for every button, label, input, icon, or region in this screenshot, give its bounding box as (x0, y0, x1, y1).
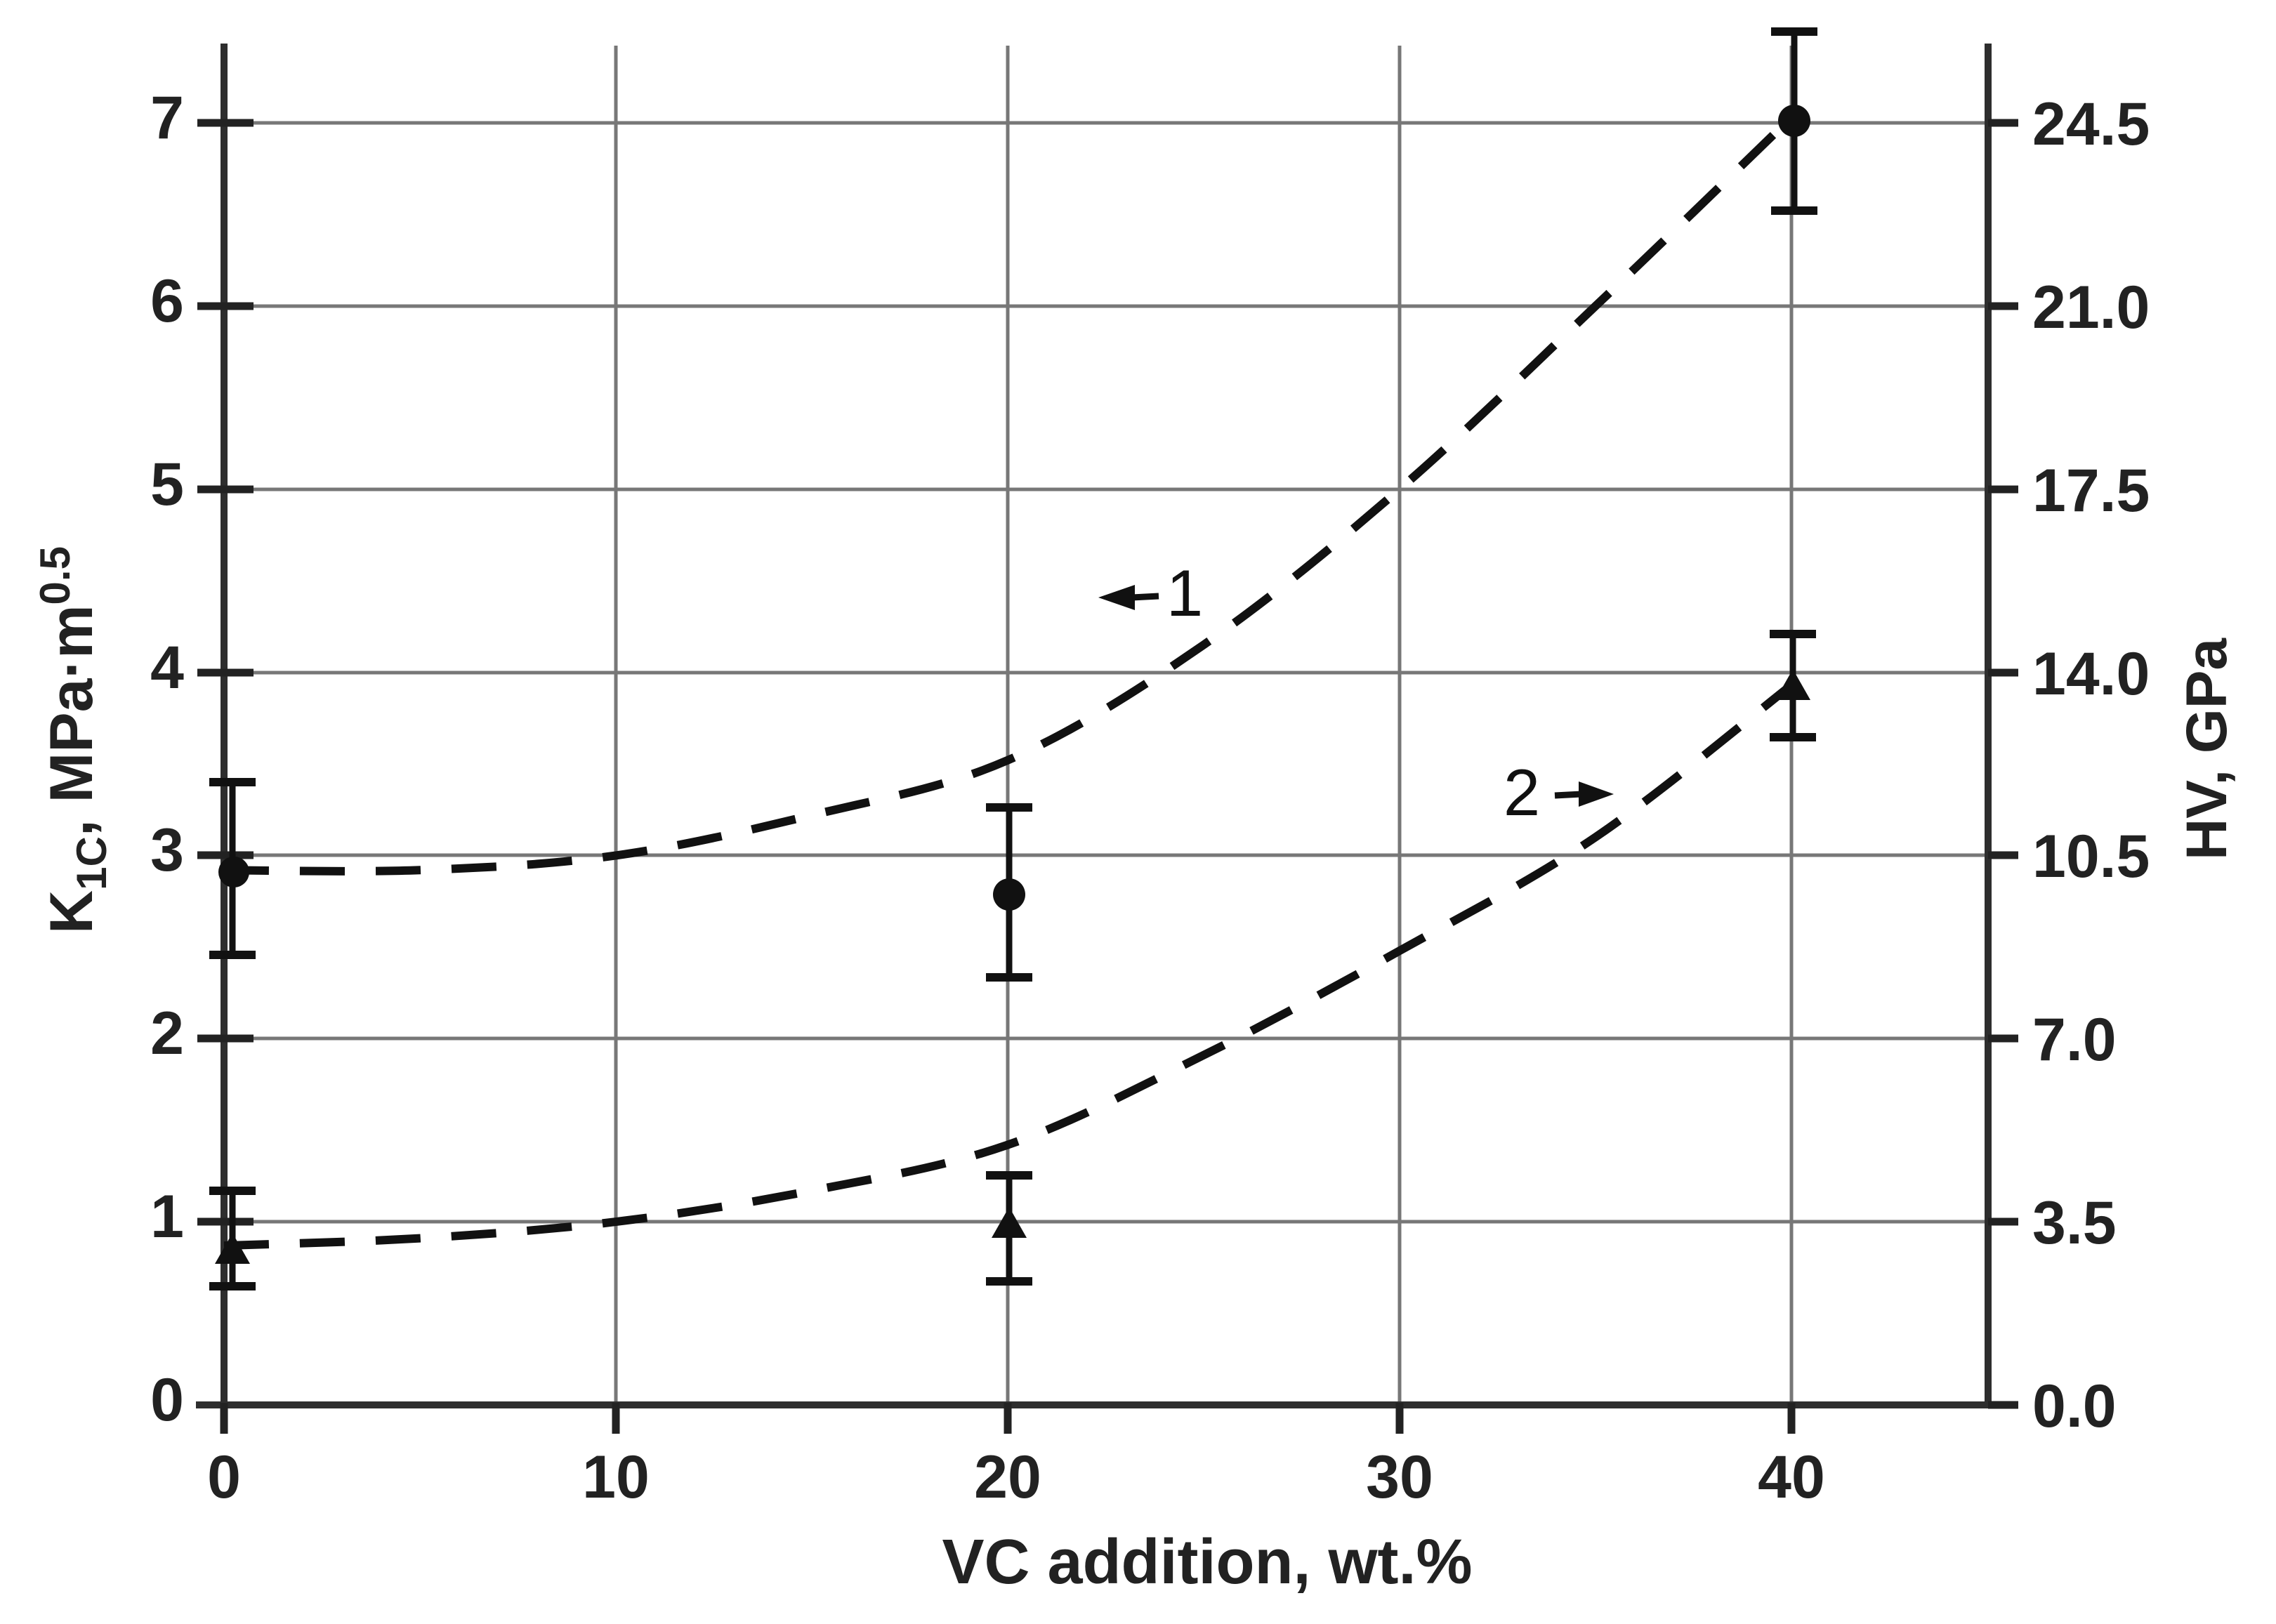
svg-text:24.5: 24.5 (2032, 91, 2150, 158)
svg-text:3: 3 (150, 817, 184, 884)
svg-text:2: 2 (150, 1000, 184, 1067)
svg-text:HV, GPa: HV, GPa (2175, 638, 2239, 860)
svg-text:7: 7 (150, 84, 184, 152)
svg-text:3.5: 3.5 (2032, 1189, 2117, 1257)
svg-text:17.5: 17.5 (2032, 457, 2150, 524)
svg-text:K1C, MPa·m0.5: K1C, MPa·m0.5 (32, 546, 115, 934)
svg-text:5: 5 (150, 451, 184, 518)
svg-text:VC addition, wt.%: VC addition, wt.% (942, 1527, 1473, 1597)
svg-text:0: 0 (150, 1366, 184, 1434)
svg-text:30: 30 (1366, 1444, 1433, 1511)
svg-text:20: 20 (974, 1444, 1041, 1511)
svg-text:14.0: 14.0 (2032, 640, 2150, 708)
svg-text:6: 6 (150, 268, 184, 335)
svg-text:21.0: 21.0 (2032, 274, 2150, 341)
svg-text:1: 1 (150, 1183, 184, 1250)
svg-text:2: 2 (1504, 755, 1540, 829)
svg-text:1: 1 (1166, 556, 1203, 630)
svg-text:7.0: 7.0 (2032, 1006, 2117, 1074)
svg-text:0: 0 (207, 1444, 241, 1511)
svg-text:10: 10 (582, 1444, 650, 1511)
svg-text:40: 40 (1758, 1444, 1825, 1511)
svg-text:10.5: 10.5 (2032, 823, 2150, 890)
svg-text:4: 4 (150, 634, 184, 701)
svg-text:0.0: 0.0 (2032, 1373, 2117, 1440)
